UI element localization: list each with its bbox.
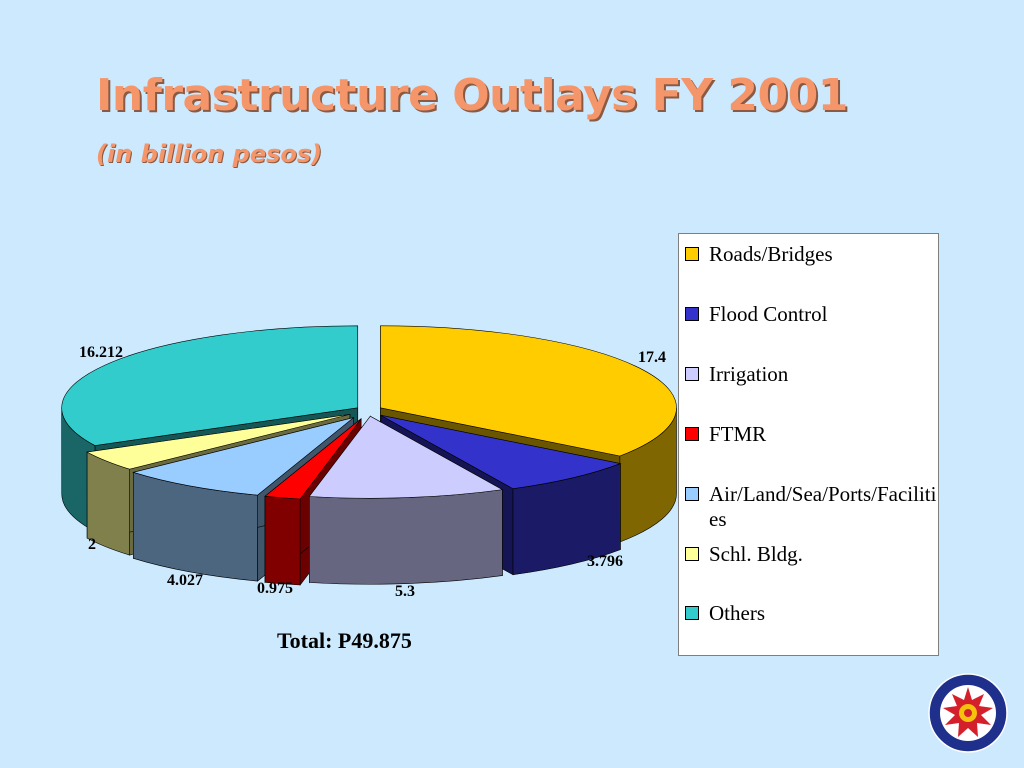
legend-label-school-building: Schl. Bldg. bbox=[709, 542, 803, 566]
legend-swatch-others bbox=[685, 606, 699, 620]
pie-slice-top-air-land-sea-ports-facilities bbox=[132, 417, 354, 496]
pie-label-roads-bridges: 17.4 bbox=[638, 349, 666, 366]
pie-label-others: 16.212 bbox=[79, 344, 123, 361]
legend-label-ftmr: FTMR bbox=[709, 422, 767, 446]
pie-label-schl-bldg: 2 bbox=[88, 536, 96, 553]
pie-slice-top-irrigation bbox=[308, 415, 504, 499]
legend-label-roads-bridges: Roads/Bridges bbox=[709, 242, 833, 266]
pie-slice-top-others bbox=[61, 325, 359, 446]
legend-label-flood-control: Flood Control bbox=[709, 302, 828, 326]
pie-chart: 17.4 3.796 5.3 0.975 4.027 2 16.212 bbox=[61, 325, 677, 600]
pie-slice-top-roads-bridges bbox=[380, 325, 677, 457]
legend-label-air-land-sea-ports: Air/Land/Sea/Ports/Facilities bbox=[709, 482, 937, 531]
legend-swatch-school-building bbox=[685, 547, 699, 561]
legend-swatch-flood-control bbox=[685, 307, 699, 321]
legend-swatch-roads-bridges bbox=[685, 247, 699, 261]
pie-label-air-land-sea-ports-facilities: 4.027 bbox=[167, 572, 203, 589]
pie-slice-irrigation bbox=[308, 415, 504, 585]
pie-label-irrigation: 5.3 bbox=[395, 583, 415, 600]
pie-slice-top-ftmr bbox=[264, 418, 362, 500]
total-label: Total: P49.875 bbox=[277, 628, 412, 653]
legend-label-others: Others bbox=[709, 601, 765, 625]
slide-title: Infrastructure Outlays FY 2001 bbox=[96, 70, 848, 121]
pie-slice-top-schl-bldg bbox=[86, 414, 350, 470]
legend-label-irrigation: Irrigation bbox=[709, 362, 789, 386]
slide-subtitle: (in billion pesos) bbox=[96, 140, 323, 168]
chart-legend: Roads/Bridges Flood Control Irrigation F… bbox=[678, 233, 939, 656]
pie-label-ftmr: 0.975 bbox=[257, 580, 293, 597]
legend-swatch-ftmr bbox=[685, 427, 699, 441]
pie-slice-wall-irrigation bbox=[308, 489, 503, 585]
legend-swatch-irrigation bbox=[685, 367, 699, 381]
legend-swatch-air-land-sea-ports bbox=[685, 487, 699, 501]
pie-slice-wall-ftmr bbox=[264, 495, 301, 586]
dbm-seal-icon bbox=[928, 673, 1008, 753]
pie-label-flood-control: 3.796 bbox=[587, 553, 623, 570]
pie-slice-top-flood-control bbox=[380, 415, 622, 490]
